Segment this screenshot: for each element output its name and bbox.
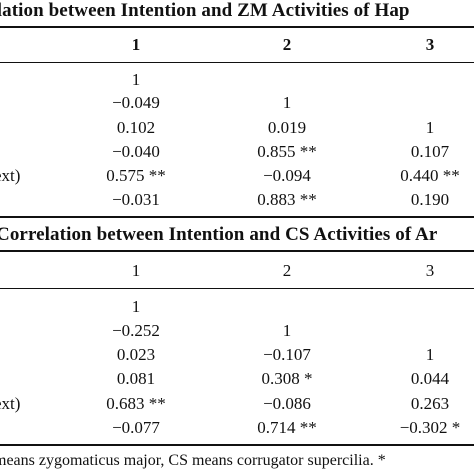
table2-r4-c1: 0.081: [116, 369, 156, 388]
table1-r4-c2: 0.855 **: [257, 142, 317, 161]
table2-header-rule: [0, 288, 474, 289]
table1-r5-c2: −0.094: [263, 166, 311, 185]
table2-r5-c3: 0.263: [410, 394, 450, 413]
table1-r6-c2: 0.883 **: [257, 190, 317, 209]
table1-r2-c1: −0.049: [112, 93, 160, 112]
table1-top-rule: [0, 26, 474, 28]
table2-r5-label: ext): [0, 394, 21, 413]
table1-r4-c1: −0.040: [112, 142, 160, 161]
table2-caption: Correlation between Intention and CS Act…: [0, 224, 438, 245]
table1-r6-c1: −0.031: [112, 190, 160, 209]
table2-r3-c3: 1: [425, 345, 435, 364]
table2-r4-c3: 0.044: [410, 369, 450, 388]
table1-r3-c1: 0.102: [116, 118, 156, 137]
table2-r5-c2: −0.086: [263, 394, 311, 413]
table2-header-col1: 1: [131, 261, 141, 280]
table2-r2-c2: 1: [282, 321, 292, 340]
table1-r4-c3: 0.107: [410, 142, 450, 161]
table1-r3-c3: 1: [425, 118, 435, 137]
table1-header-rule: [0, 62, 474, 63]
table1-r6-c3: 0.190: [410, 190, 450, 209]
table2-r6-c2: 0.714 **: [257, 418, 317, 437]
table2-r4-c2: 0.308 *: [261, 369, 313, 388]
table-footnote: means zygomaticus major, CS means corrug…: [0, 452, 386, 469]
table1-r5-label: ext): [0, 166, 21, 185]
table1-r2-c2: 1: [282, 93, 292, 112]
table1-header-col2: 2: [282, 35, 292, 54]
table2-r5-c1: 0.683 **: [106, 394, 166, 413]
table1-bottom-rule: [0, 216, 474, 218]
table2-header-col2: 2: [282, 261, 292, 280]
table2-r2-c1: −0.252: [112, 321, 160, 340]
table1-r1-c1: 1: [131, 70, 141, 89]
table2-r3-c2: −0.107: [263, 345, 311, 364]
table2-header-col3: 3: [425, 261, 435, 280]
table2-r3-c1: 0.023: [116, 345, 156, 364]
table2-r1-c1: 1: [131, 297, 141, 316]
table2-top-rule: [0, 250, 474, 252]
table2-r6-c3: −0.302 *: [399, 418, 461, 437]
table1-caption: relation between Intention and ZM Activi…: [0, 0, 410, 21]
table1-r3-c2: 0.019: [267, 118, 307, 137]
table1-header-col3: 3: [425, 35, 435, 54]
table1-r5-c3: 0.440 **: [400, 166, 460, 185]
table1-r5-c1: 0.575 **: [106, 166, 166, 185]
table2-r6-c1: −0.077: [112, 418, 160, 437]
table1-header-col1: 1: [131, 35, 141, 54]
table2-bottom-rule: [0, 444, 474, 446]
